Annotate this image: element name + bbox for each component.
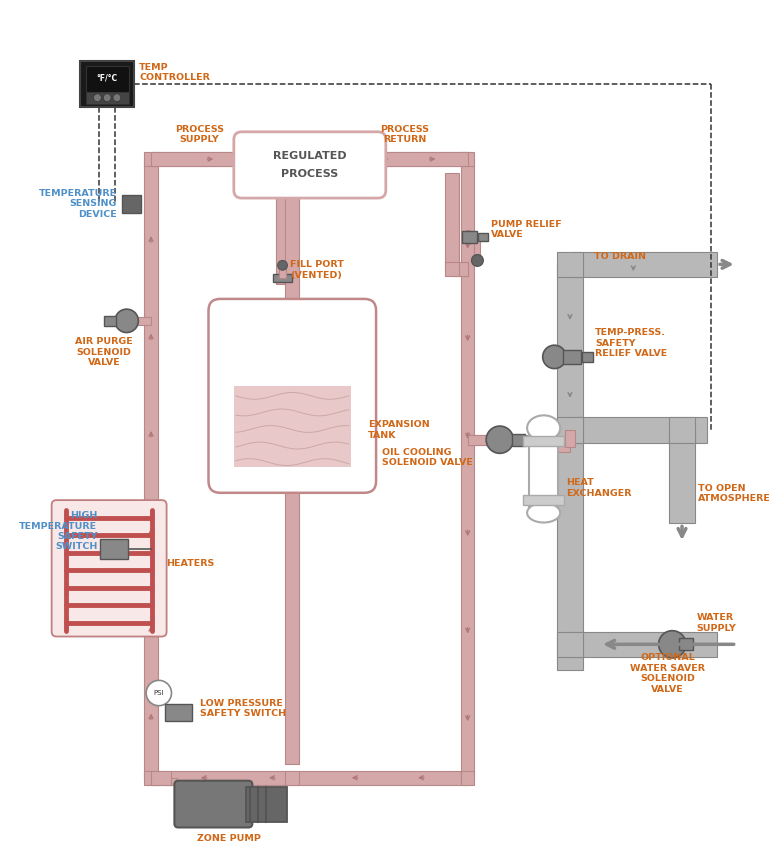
Bar [100, 539, 127, 559]
Bar [445, 262, 459, 276]
Bar [479, 233, 488, 241]
Bar [468, 434, 522, 445]
Text: OIL COOLING
SOLENOID VALVE: OIL COOLING SOLENOID VALVE [382, 447, 473, 467]
Text: OPTIONAL
WATER SAVER
SOLENOID
VALVE: OPTIONAL WATER SAVER SOLENOID VALVE [630, 653, 705, 693]
Bar [468, 434, 529, 445]
Text: TEMPERATURE
SENSING
DEVICE: TEMPERATURE SENSING DEVICE [39, 189, 117, 219]
Bar [273, 274, 292, 282]
Bar [104, 316, 117, 326]
Bar [246, 787, 288, 822]
Bar [466, 231, 470, 244]
Circle shape [543, 345, 566, 369]
Text: HIGH
TEMPERATURE
SAFETY
SWITCH: HIGH TEMPERATURE SAFETY SWITCH [20, 511, 98, 551]
Text: TEMP
CONTROLLER: TEMP CONTROLLER [139, 63, 210, 82]
Text: PROCESS
RETURN: PROCESS RETURN [380, 125, 429, 145]
Bar [151, 153, 242, 166]
Bar [144, 159, 158, 778]
Circle shape [115, 309, 138, 333]
Circle shape [278, 261, 288, 270]
Bar [285, 771, 299, 785]
Text: AIR PURGE
SOLENOID
VALVE: AIR PURGE SOLENOID VALVE [75, 337, 133, 367]
Bar [523, 495, 564, 505]
Bar [529, 428, 558, 512]
Bar [558, 264, 583, 274]
Text: REGULATED: REGULATED [273, 151, 346, 161]
Bar [56, 608, 151, 617]
Ellipse shape [527, 416, 560, 440]
Bar [558, 632, 583, 657]
Bar [558, 417, 583, 442]
Bar [523, 436, 564, 446]
FancyBboxPatch shape [209, 299, 376, 493]
Bar [276, 173, 289, 284]
Text: PROCESS: PROCESS [282, 169, 339, 179]
Bar [511, 434, 526, 446]
Bar [565, 430, 575, 447]
Text: EXPANSION
TANK: EXPANSION TANK [368, 420, 430, 440]
Bar [669, 417, 694, 442]
Bar [461, 153, 475, 166]
Bar [461, 771, 475, 785]
Bar [234, 387, 351, 467]
Text: LOW PRESSURE
SAFETY SWITCH: LOW PRESSURE SAFETY SWITCH [199, 699, 286, 718]
Text: PSI: PSI [153, 690, 164, 696]
Bar [679, 638, 693, 650]
Bar [378, 153, 468, 166]
FancyBboxPatch shape [52, 500, 167, 637]
Bar [563, 350, 581, 363]
Text: PROCESS
SUPPLY: PROCESS SUPPLY [175, 125, 224, 145]
Ellipse shape [527, 503, 560, 523]
Bar [475, 237, 480, 256]
Circle shape [486, 426, 514, 453]
Bar [86, 92, 128, 104]
Bar [285, 153, 299, 166]
Bar [122, 195, 142, 213]
Bar [144, 771, 158, 785]
FancyBboxPatch shape [234, 132, 386, 198]
Bar [151, 771, 468, 785]
Text: HEATERS: HEATERS [166, 559, 214, 568]
Bar [570, 417, 708, 442]
Text: °F/°C: °F/°C [97, 74, 118, 83]
Bar [80, 61, 135, 107]
Text: FILL PORT
(VENTED): FILL PORT (VENTED) [290, 261, 344, 280]
Text: TO DRAIN: TO DRAIN [594, 252, 646, 261]
Bar [558, 252, 583, 277]
Bar [56, 519, 151, 530]
Text: ZONE PUMP: ZONE PUMP [197, 834, 261, 842]
Bar [114, 317, 151, 325]
Bar [582, 352, 594, 362]
Text: TEMP-PRESS.
SAFETY
RELIEF VALVE: TEMP-PRESS. SAFETY RELIEF VALVE [595, 328, 668, 358]
Bar [570, 632, 717, 657]
Text: HEAT
EXCHANGER: HEAT EXCHANGER [566, 478, 632, 498]
Bar [163, 778, 178, 785]
Bar [144, 153, 158, 166]
Bar [445, 173, 459, 269]
Bar [558, 442, 570, 452]
Circle shape [472, 255, 483, 267]
Circle shape [658, 631, 686, 658]
Bar [669, 430, 694, 524]
Bar [558, 274, 583, 669]
Bar [165, 704, 192, 722]
Bar [285, 481, 299, 764]
Bar [570, 252, 717, 277]
Circle shape [113, 93, 120, 102]
Bar [151, 771, 170, 785]
Circle shape [94, 93, 102, 102]
Bar [452, 262, 468, 276]
Circle shape [103, 93, 111, 102]
Text: PUMP RELIEF
VALVE: PUMP RELIEF VALVE [491, 219, 561, 239]
Circle shape [146, 680, 171, 705]
Bar [285, 173, 299, 310]
Bar [279, 268, 286, 278]
Bar [151, 153, 468, 166]
FancyBboxPatch shape [174, 781, 253, 828]
Bar [462, 231, 477, 243]
Bar [86, 66, 128, 92]
Text: TO OPEN
ATMOSPHERE: TO OPEN ATMOSPHERE [698, 483, 770, 503]
Text: WATER
SUPPLY: WATER SUPPLY [697, 613, 737, 632]
Bar [461, 159, 475, 778]
